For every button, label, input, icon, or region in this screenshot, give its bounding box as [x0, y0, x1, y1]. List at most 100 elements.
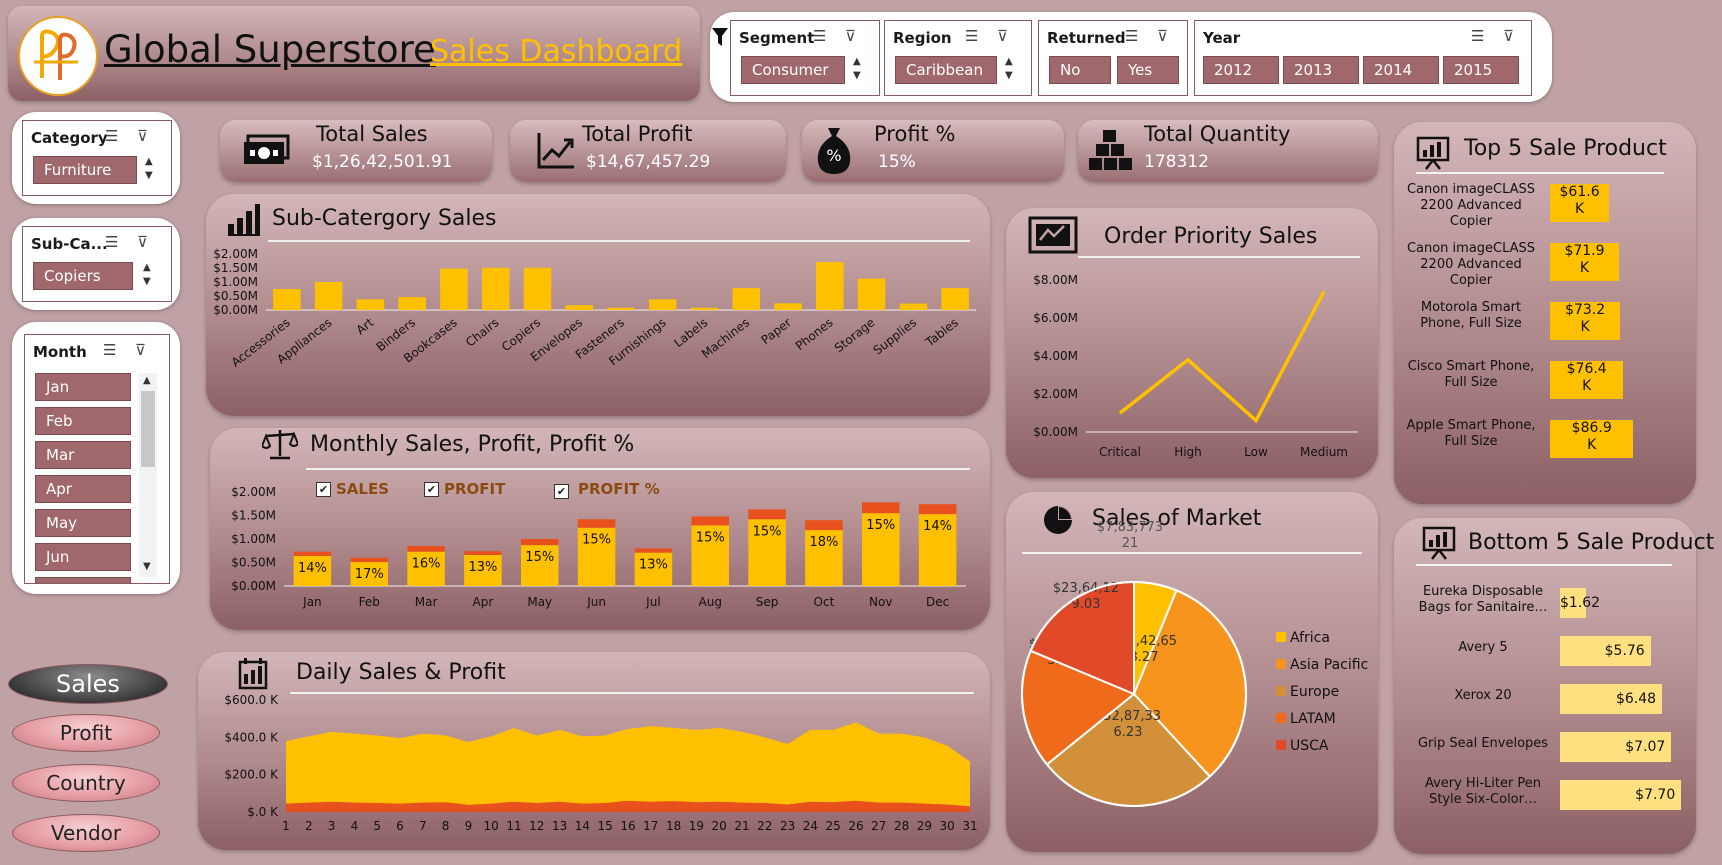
- x-tick-label: 6: [396, 819, 404, 833]
- x-tick-label: 1: [282, 819, 290, 833]
- product-sales-bar: $5.76: [1560, 636, 1651, 666]
- money-icon: [242, 132, 290, 172]
- multi-select-icon[interactable]: ☰: [105, 127, 119, 145]
- bar: [398, 297, 426, 310]
- bar: [648, 299, 677, 310]
- product-name: Apple Smart Phone, Full Size: [1406, 418, 1536, 449]
- x-tick-label: 4: [351, 819, 359, 833]
- scroll-up-icon[interactable]: ▲: [143, 375, 151, 386]
- x-tick-label: Feb: [359, 595, 380, 609]
- x-tick-label: 7: [419, 819, 427, 833]
- y-tick-label: $4.00M: [1033, 349, 1078, 363]
- y-tick-label: $.0 K: [247, 805, 279, 819]
- multi-select-icon[interactable]: ☰: [105, 233, 119, 251]
- category-option[interactable]: Furniture: [33, 156, 137, 184]
- x-tick-label: Sep: [756, 595, 779, 609]
- x-tick-label: Supplies: [871, 315, 920, 357]
- kpi-label: Total Sales: [316, 122, 428, 146]
- bottom5-products-card: Bottom 5 Sale Product Eureka Disposable …: [1394, 518, 1714, 854]
- x-tick-label: 27: [871, 819, 886, 833]
- year-option-2012[interactable]: 2012: [1203, 56, 1279, 84]
- month-option[interactable]: Jan: [35, 373, 131, 401]
- region-option[interactable]: Caribbean: [895, 56, 997, 84]
- returned-option-yes[interactable]: Yes: [1117, 56, 1179, 84]
- x-tick-label: Apr: [473, 595, 494, 609]
- bar: [690, 307, 719, 310]
- multi-select-icon[interactable]: ☰: [1471, 27, 1485, 45]
- product-name: Avery Hi-Liter Pen Style Six-Color…: [1424, 776, 1542, 807]
- subcategory-option[interactable]: Copiers: [33, 262, 133, 290]
- data-label: 14%: [923, 519, 952, 534]
- y-tick-label: $0.00M: [213, 303, 258, 317]
- clear-filter-icon[interactable]: ⊽: [135, 341, 146, 359]
- nav-country-button[interactable]: Country: [12, 764, 160, 802]
- month-option[interactable]: May: [35, 509, 131, 537]
- bar: [774, 303, 802, 310]
- y-tick-label: $1.50M: [231, 509, 276, 523]
- nav-sales-button[interactable]: Sales: [8, 664, 168, 704]
- month-option[interactable]: Jun: [35, 543, 131, 571]
- x-tick-label: 24: [803, 819, 818, 833]
- y-tick-label: $0.00M: [231, 579, 276, 593]
- dashboard-subtitle: Sales Dashboard: [430, 34, 683, 69]
- x-tick-label: May: [527, 595, 552, 609]
- multi-select-icon[interactable]: ☰: [813, 27, 827, 45]
- segment-option[interactable]: Consumer: [741, 56, 845, 84]
- clear-filter-icon[interactable]: ⊽: [1157, 27, 1168, 45]
- multi-select-icon[interactable]: ☰: [1125, 27, 1139, 45]
- kpi-total-profit: Total Profit $14,67,457.29: [510, 120, 786, 182]
- returned-option-no[interactable]: No: [1049, 56, 1111, 84]
- legend-label: Africa: [1290, 630, 1330, 646]
- x-tick-label: Tables: [922, 315, 961, 350]
- month-scrollbar[interactable]: ▲ ▼: [139, 373, 157, 577]
- multi-select-icon[interactable]: ☰: [965, 27, 979, 45]
- y-tick-label: $1.00M: [213, 275, 258, 289]
- y-tick-label: $0.00M: [1033, 425, 1078, 439]
- scroll-down-icon[interactable]: ▼: [143, 561, 151, 572]
- x-tick-label: 3: [328, 819, 336, 833]
- data-label: 15%: [866, 518, 895, 533]
- kpi-label: Profit %: [874, 122, 956, 146]
- region-slicer-label: Region: [893, 29, 952, 47]
- top5-title: Top 5 Sale Product: [1464, 136, 1667, 161]
- scroll-stepper-icon[interactable]: ▲ ▼: [145, 156, 153, 181]
- x-tick-label: Mar: [415, 595, 438, 609]
- year-option-2015[interactable]: 2015: [1443, 56, 1519, 84]
- clear-filter-icon[interactable]: ⊽: [137, 127, 148, 145]
- year-option-2013[interactable]: 2013: [1283, 56, 1359, 84]
- month-option[interactable]: Feb: [35, 407, 131, 435]
- month-option[interactable]: [35, 577, 131, 583]
- profit-bar: [293, 551, 332, 556]
- multi-select-icon[interactable]: ☰: [103, 341, 117, 359]
- legend-swatch: [1276, 686, 1286, 696]
- title-underline: [268, 240, 970, 242]
- legend-profit-checkbox[interactable]: ✔: [424, 482, 439, 497]
- x-tick-label: 10: [484, 819, 499, 833]
- scrollbar-thumb[interactable]: [141, 391, 155, 467]
- month-option[interactable]: Apr: [35, 475, 131, 503]
- year-slicer-label: Year: [1203, 29, 1241, 47]
- returned-slicer-label: Returned: [1047, 29, 1126, 47]
- x-tick-label: 29: [917, 819, 932, 833]
- product-sales-bar: $1.62: [1560, 588, 1600, 618]
- year-option-2014[interactable]: 2014: [1363, 56, 1439, 84]
- x-tick-label: Medium: [1300, 445, 1348, 459]
- clear-filter-icon[interactable]: ⊽: [137, 233, 148, 251]
- month-option[interactable]: Mar: [35, 441, 131, 469]
- y-tick-label: $6.00M: [1033, 311, 1078, 325]
- kpi-value: 15%: [878, 152, 916, 172]
- scroll-stepper-icon[interactable]: ▲ ▼: [853, 56, 861, 81]
- sales-bar: [407, 551, 445, 586]
- scroll-stepper-icon[interactable]: ▲ ▼: [143, 262, 151, 287]
- clear-filter-icon[interactable]: ⊽: [997, 27, 1008, 45]
- bar: [899, 303, 928, 310]
- slice-data-label: 21: [1122, 536, 1139, 551]
- nav-vendor-button[interactable]: Vendor: [12, 814, 160, 852]
- legend-profit-percent-checkbox[interactable]: ✔: [554, 484, 569, 499]
- nav-profit-button[interactable]: Profit: [12, 714, 160, 752]
- clear-filter-icon[interactable]: ⊽: [845, 27, 856, 45]
- scroll-stepper-icon[interactable]: ▲ ▼: [1005, 56, 1013, 81]
- legend-sales-checkbox[interactable]: ✔: [316, 482, 331, 497]
- kpi-label: Total Profit: [582, 122, 693, 146]
- clear-filter-icon[interactable]: ⊽: [1503, 27, 1514, 45]
